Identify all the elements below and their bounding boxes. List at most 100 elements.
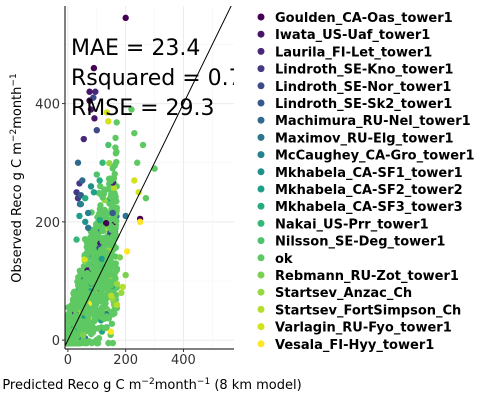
data-point	[110, 175, 118, 182]
data-point	[85, 305, 92, 313]
grid-lines	[65, 6, 234, 349]
data-point	[90, 64, 98, 72]
plot-frame	[64, 6, 234, 350]
data-point	[90, 265, 97, 273]
legend-key	[257, 13, 265, 21]
data-point	[113, 119, 120, 126]
legend-label: Lindroth_SE-Kno_tower1	[275, 63, 453, 78]
data-point	[99, 194, 106, 201]
data-point	[103, 109, 111, 116]
data-point	[109, 199, 116, 206]
data-point	[90, 254, 97, 262]
legend-key	[257, 168, 265, 176]
data-point	[131, 177, 138, 184]
data-point	[87, 183, 95, 190]
legend-label: Mkhabela_CA-SF1_tower1	[275, 166, 463, 181]
x-tick-label: 200	[113, 353, 138, 368]
data-point	[109, 165, 116, 172]
legend-key	[257, 116, 265, 124]
data-point	[90, 189, 98, 196]
data-point	[77, 200, 85, 208]
data-point	[96, 284, 104, 292]
legend-label: Laurila_FI-Let_tower1	[275, 45, 432, 60]
data-point	[72, 306, 79, 314]
data-point	[113, 280, 121, 288]
tick-labels: 0 200 400 0 200 400	[35, 98, 196, 368]
data-point	[99, 238, 106, 245]
y-axis-title: Observed Reco g C m−2month−1	[9, 73, 25, 282]
data-point	[112, 194, 119, 201]
data-point	[92, 88, 99, 95]
data-point	[122, 14, 129, 22]
data-point	[81, 270, 89, 278]
data-point	[97, 246, 105, 254]
data-point	[75, 339, 83, 347]
data-point	[93, 339, 101, 347]
identity-line	[65, 6, 232, 348]
data-point	[112, 260, 120, 267]
legend-label: Vesala_FI-Hyy_tower1	[275, 338, 434, 353]
legend-key	[257, 99, 265, 107]
legend-label: Mkhabela_CA-SF3_tower3	[275, 200, 463, 215]
metric-label: Rsquared = 0.7	[71, 66, 243, 91]
data-point	[95, 295, 102, 302]
data-point	[108, 292, 115, 299]
legend-key	[257, 254, 265, 262]
data-point	[95, 325, 102, 332]
data-point	[123, 248, 131, 255]
legend: Goulden_CA-Oas_tower1 Iwata_US-Uaf_tower1…	[257, 11, 475, 353]
data-point	[99, 159, 106, 166]
data-point	[110, 184, 118, 192]
legend-label: Startsev_FortSimpson_Ch	[275, 303, 461, 318]
data-point	[96, 205, 104, 213]
data-point	[93, 171, 100, 178]
data-point	[84, 317, 92, 324]
data-point	[90, 277, 97, 284]
data-point	[99, 224, 106, 231]
data-point	[105, 118, 112, 125]
data-point	[80, 135, 87, 143]
data-point	[106, 160, 113, 167]
data-point	[90, 94, 97, 101]
legend-label: Mkhabela_CA-SF2_tower2	[275, 183, 463, 198]
data-point	[89, 329, 97, 336]
data-point	[96, 216, 103, 224]
data-point	[101, 211, 108, 219]
legend-key	[257, 65, 265, 73]
data-point	[90, 242, 97, 249]
data-point	[91, 226, 98, 233]
data-point	[91, 115, 98, 122]
data-point	[142, 194, 150, 202]
data-point	[73, 236, 80, 243]
data-point	[87, 106, 95, 113]
legend-label: Varlagin_RU-Fyo_tower1	[275, 321, 452, 336]
data-point	[103, 249, 111, 256]
data-point	[95, 189, 103, 197]
legend-key	[257, 185, 265, 193]
data-point	[76, 212, 83, 220]
legend-label: Nilsson_SE-Deg_tower1	[275, 235, 445, 250]
point-cloud	[65, 119, 121, 347]
data-point	[105, 141, 112, 149]
data-point	[108, 320, 116, 327]
data-point	[96, 182, 104, 190]
data-point	[95, 309, 103, 316]
legend-key	[257, 219, 265, 227]
legend-key	[257, 340, 265, 348]
legend-label: Goulden_CA-Oas_tower1	[275, 11, 453, 26]
legend-label: Rebmann_RU-Zot_tower1	[275, 269, 459, 284]
data-point	[139, 141, 147, 149]
data-point	[65, 320, 72, 327]
data-point	[81, 236, 89, 243]
data-point	[81, 256, 88, 263]
x-tick-label: 0	[64, 353, 72, 368]
legend-label: Machimura_RU-Nel_tower1	[275, 114, 471, 129]
data-point	[82, 194, 89, 202]
data-point	[116, 254, 124, 261]
legend-label: McCaughey_CA-Gro_tower1	[275, 149, 475, 164]
legend-key	[257, 30, 265, 38]
legend-key	[257, 133, 265, 141]
data-point	[111, 310, 118, 317]
data-point	[96, 177, 103, 184]
data-point	[93, 126, 100, 134]
